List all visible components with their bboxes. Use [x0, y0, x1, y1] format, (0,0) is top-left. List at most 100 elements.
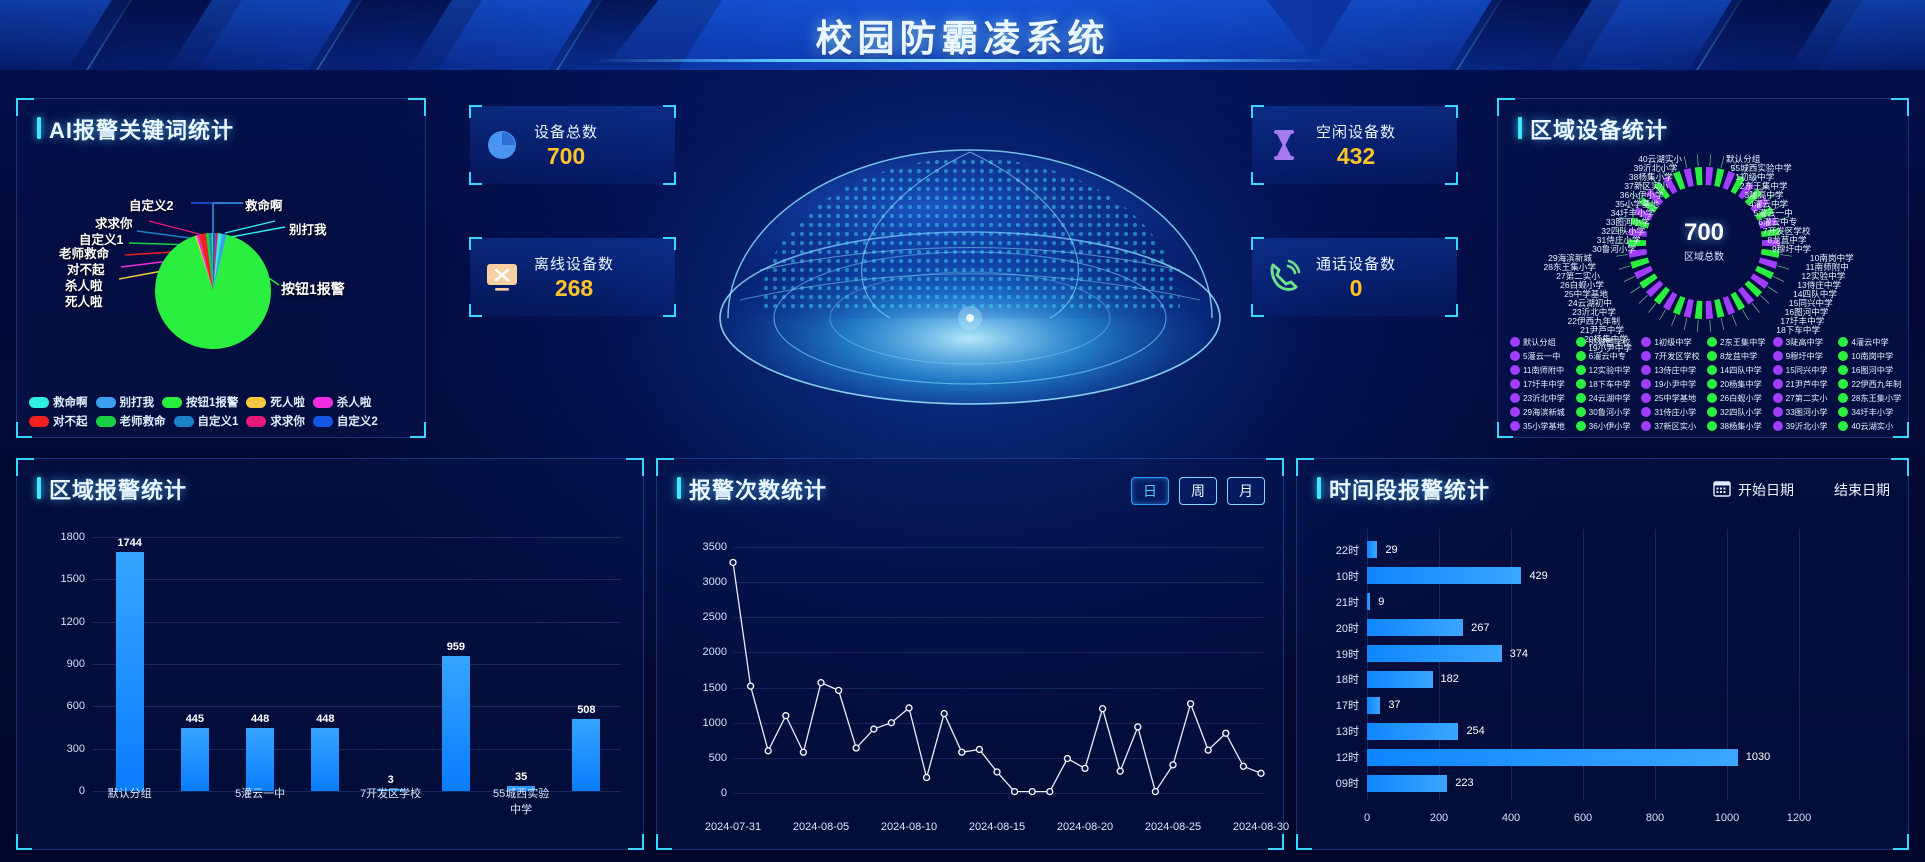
end-date-picker[interactable]: 结束日期 — [1834, 480, 1890, 500]
bar-column[interactable]: 35 — [489, 537, 554, 791]
data-point[interactable] — [940, 709, 948, 718]
region-device-legend-item[interactable]: 35小学基地 — [1510, 420, 1574, 432]
donut-slice[interactable] — [1714, 298, 1725, 318]
bar[interactable] — [441, 655, 470, 791]
donut-slice[interactable] — [1630, 217, 1650, 229]
bar[interactable] — [1367, 748, 1738, 766]
bar[interactable] — [1367, 645, 1502, 663]
bar[interactable] — [1367, 567, 1522, 585]
data-point[interactable] — [1204, 746, 1212, 754]
data-point[interactable] — [852, 744, 860, 752]
ai-legend-item[interactable]: 杀人啦 — [312, 394, 371, 410]
donut-slice[interactable] — [1639, 197, 1658, 213]
bar[interactable] — [507, 786, 536, 791]
donut-slice[interactable] — [1705, 300, 1714, 319]
donut-slice[interactable] — [1634, 206, 1653, 221]
region-device-legend-item[interactable]: 34圩丰小学 — [1838, 406, 1902, 418]
donut-slice[interactable] — [1760, 248, 1780, 258]
bar-row[interactable]: 10时 429 — [1315, 567, 1548, 585]
region-device-legend-item[interactable]: 25中学基地 — [1641, 392, 1705, 404]
bar[interactable] — [246, 727, 275, 791]
region-device-legend-item[interactable]: 22伊西九年制 — [1838, 378, 1902, 390]
donut-slice[interactable] — [1672, 171, 1686, 191]
data-point[interactable] — [799, 748, 808, 756]
bar-row[interactable]: 19时 374 — [1315, 645, 1528, 663]
data-point[interactable] — [1169, 761, 1177, 769]
bar[interactable] — [1367, 774, 1448, 792]
bar-column[interactable]: 959 — [423, 537, 488, 791]
bar-column[interactable]: 448 — [228, 537, 293, 791]
data-point[interactable] — [1186, 700, 1195, 708]
data-point[interactable] — [1063, 754, 1072, 763]
donut-slice[interactable] — [1730, 291, 1746, 311]
region-device-legend-item[interactable]: 33图河小学 — [1772, 406, 1837, 418]
bar-column[interactable]: 448 — [293, 537, 358, 791]
region-device-legend-item[interactable]: 31侍庄小学 — [1641, 406, 1705, 418]
bar-column[interactable]: 3 — [358, 537, 423, 791]
bar-row[interactable]: 22时 29 — [1315, 541, 1398, 559]
region-device-legend-item[interactable]: 9穆圩中学 — [1772, 350, 1837, 362]
region-device-legend-item[interactable]: 19小尹中学 — [1641, 378, 1705, 390]
donut-slice[interactable] — [1755, 206, 1774, 221]
donut-slice[interactable] — [1662, 291, 1678, 311]
kpi-card-offline-devices[interactable]: 离线设备数 268 — [469, 237, 676, 317]
data-point[interactable] — [1116, 767, 1124, 775]
region-device-legend-item[interactable]: 11南师附中 — [1510, 364, 1574, 376]
ai-legend-item[interactable]: 求求你 — [246, 413, 305, 429]
region-device-legend-item[interactable]: 55城西学校 — [1575, 336, 1640, 348]
ai-legend-item[interactable]: 老师救命 — [95, 413, 166, 429]
data-point[interactable] — [1134, 723, 1142, 731]
bar-row[interactable]: 13时 254 — [1315, 722, 1485, 740]
region-device-legend-item[interactable]: 27第二实小 — [1772, 392, 1837, 404]
donut-slice[interactable] — [1683, 298, 1694, 318]
bar[interactable] — [572, 719, 601, 791]
donut-slice[interactable] — [1744, 280, 1763, 298]
bar[interactable] — [376, 789, 405, 791]
region-device-legend-item[interactable]: 4灌云中学 — [1838, 336, 1902, 348]
data-point[interactable] — [922, 773, 931, 782]
bar[interactable] — [1367, 670, 1433, 688]
region-device-legend-item[interactable]: 21尹芦中学 — [1772, 378, 1837, 390]
data-point[interactable] — [975, 745, 984, 754]
bar[interactable] — [115, 552, 144, 791]
donut-slice[interactable] — [1672, 295, 1686, 315]
region-device-legend-item[interactable]: 39沂北小学 — [1772, 420, 1837, 432]
segment-button-月[interactable]: 月 — [1227, 477, 1265, 505]
donut-slice[interactable] — [1737, 181, 1755, 200]
bar[interactable] — [1367, 696, 1381, 714]
donut-slice[interactable] — [1628, 248, 1648, 258]
region-device-legend-item[interactable]: 26白蚬小学 — [1707, 392, 1771, 404]
data-point[interactable] — [1257, 769, 1265, 777]
bar-row[interactable]: 18时 182 — [1315, 670, 1459, 688]
donut-slice[interactable] — [1628, 228, 1648, 238]
donut-slice[interactable] — [1744, 188, 1763, 206]
region-device-legend-item[interactable]: 5灌云一中 — [1510, 350, 1574, 362]
donut-slice[interactable] — [1653, 181, 1671, 200]
data-point[interactable] — [993, 768, 1001, 776]
data-point[interactable] — [817, 679, 825, 687]
data-point[interactable] — [782, 712, 790, 720]
bar-row[interactable]: 17时 37 — [1315, 696, 1401, 714]
donut-slice[interactable] — [1761, 239, 1780, 247]
donut-slice[interactable] — [1662, 175, 1678, 195]
donut-slice[interactable] — [1639, 273, 1658, 289]
region-device-legend-item[interactable]: 10南岗中学 — [1838, 350, 1902, 362]
donut-slice[interactable] — [1645, 188, 1664, 206]
data-point[interactable] — [746, 682, 755, 690]
region-device-legend-item[interactable]: 14四队中学 — [1707, 364, 1771, 376]
ai-legend-item[interactable]: 自定义2 — [312, 413, 378, 429]
donut-slice[interactable] — [1630, 257, 1650, 269]
bar[interactable] — [311, 727, 340, 791]
donut-slice[interactable] — [1737, 286, 1755, 305]
region-device-legend-item[interactable]: 36小伊小学 — [1575, 420, 1640, 432]
region-device-legend-item[interactable]: 20杨集中学 — [1707, 378, 1771, 390]
data-point[interactable] — [1028, 787, 1036, 796]
kpi-card-total-devices[interactable]: 设备总数 700 — [469, 105, 676, 185]
segment-button-周[interactable]: 周 — [1179, 477, 1217, 505]
region-device-legend-item[interactable]: 7开发区学校 — [1641, 350, 1705, 362]
region-device-legend-item[interactable]: 2东王集中学 — [1707, 336, 1771, 348]
ai-legend-item[interactable]: 别打我 — [95, 394, 154, 410]
donut-slice[interactable] — [1645, 280, 1664, 298]
region-device-legend-item[interactable]: 16图河中学 — [1838, 364, 1902, 376]
bar-row[interactable]: 20时 267 — [1315, 619, 1489, 637]
